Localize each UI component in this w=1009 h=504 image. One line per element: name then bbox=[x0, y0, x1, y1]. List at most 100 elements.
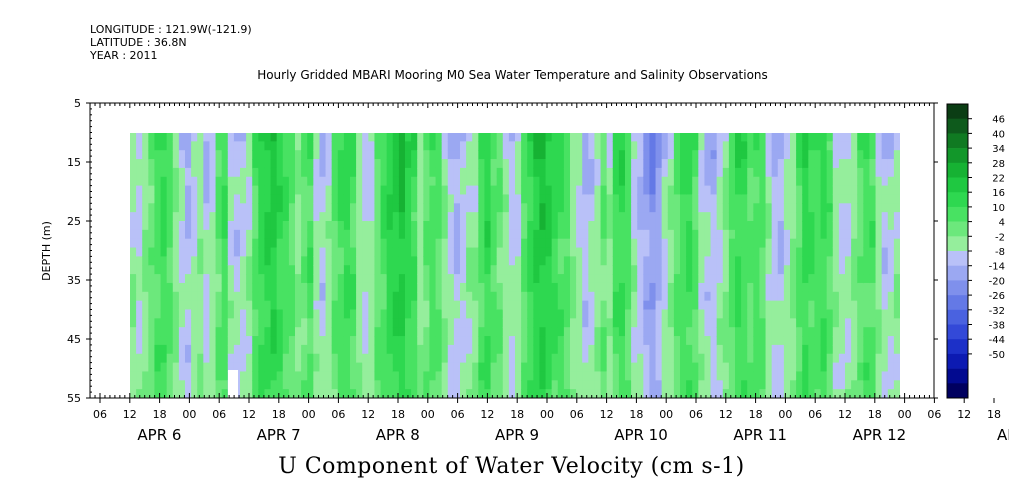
heatmap-cell bbox=[759, 167, 767, 178]
heatmap-cell bbox=[490, 300, 498, 311]
heatmap-cell bbox=[472, 344, 479, 355]
heatmap-cell bbox=[863, 353, 871, 364]
heatmap-cell bbox=[612, 150, 620, 160]
heatmap-cell bbox=[808, 380, 816, 390]
heatmap-cell bbox=[667, 159, 675, 169]
heatmap-cell bbox=[533, 300, 541, 311]
heatmap-cell bbox=[398, 176, 406, 187]
heatmap-cell bbox=[172, 265, 180, 275]
heatmap-cell bbox=[447, 291, 455, 302]
heatmap-cell bbox=[368, 247, 376, 257]
heatmap-cell bbox=[637, 300, 644, 311]
heatmap-cell bbox=[606, 362, 614, 373]
heatmap-cell bbox=[221, 150, 229, 160]
heatmap-cell bbox=[405, 371, 412, 381]
heatmap-cell bbox=[435, 185, 443, 196]
heatmap-cell bbox=[570, 185, 577, 196]
heatmap-cell bbox=[710, 389, 718, 398]
heatmap-cell bbox=[661, 256, 669, 266]
heatmap-cell bbox=[637, 238, 644, 249]
heatmap-cell bbox=[136, 221, 143, 231]
heatmap-cell bbox=[649, 380, 657, 390]
heatmap-cell bbox=[203, 336, 211, 346]
heatmap-cell bbox=[753, 212, 761, 222]
heatmap-cell bbox=[582, 362, 589, 373]
heatmap-cell bbox=[576, 353, 583, 364]
heatmap-cell bbox=[661, 336, 669, 346]
heatmap-cell bbox=[838, 176, 846, 187]
heatmap-cell bbox=[576, 274, 583, 284]
heatmap-cell bbox=[667, 167, 675, 178]
heatmap-cell bbox=[777, 212, 785, 222]
heatmap-cell bbox=[557, 203, 565, 213]
heatmap-cell bbox=[582, 238, 589, 249]
heatmap-cell bbox=[362, 221, 369, 231]
heatmap-cell bbox=[533, 256, 541, 266]
heatmap-cell bbox=[600, 327, 608, 337]
heatmap-cell bbox=[191, 247, 198, 257]
heatmap-cell bbox=[233, 318, 241, 328]
heatmap-cell bbox=[667, 336, 675, 346]
heatmap-cell bbox=[453, 256, 461, 266]
heatmap-cell bbox=[875, 212, 883, 222]
heatmap-cell bbox=[771, 203, 779, 213]
heatmap-cell bbox=[704, 300, 712, 311]
heatmap-cell bbox=[887, 300, 895, 311]
heatmap-cell bbox=[374, 229, 382, 240]
heatmap-cell bbox=[301, 185, 308, 196]
heatmap-cell bbox=[600, 309, 608, 319]
heatmap-cell bbox=[612, 176, 620, 187]
heatmap-cell bbox=[606, 291, 614, 302]
heatmap-cell bbox=[154, 274, 162, 284]
heatmap-cell bbox=[570, 265, 577, 275]
heatmap-cell bbox=[288, 336, 296, 346]
heatmap-cell bbox=[661, 229, 669, 240]
heatmap-cell bbox=[380, 309, 388, 319]
heatmap-cell bbox=[606, 309, 614, 319]
colorbar-label: -2 bbox=[995, 232, 1005, 243]
heatmap-cell bbox=[417, 344, 424, 355]
heatmap-cell bbox=[832, 300, 840, 311]
colorbar-swatch bbox=[947, 280, 968, 296]
heatmap-cell bbox=[453, 150, 461, 160]
heatmap-cell bbox=[783, 247, 791, 257]
heatmap-cell bbox=[337, 212, 345, 222]
heatmap-cell bbox=[484, 229, 492, 240]
heatmap-cell bbox=[453, 176, 461, 187]
heatmap-cell bbox=[386, 274, 394, 284]
heatmap-cell bbox=[472, 336, 479, 346]
heatmap-cell bbox=[881, 282, 889, 293]
heatmap-cell bbox=[160, 300, 168, 311]
heatmap-cell bbox=[790, 176, 797, 187]
heatmap-cell bbox=[154, 327, 162, 337]
heatmap-cell bbox=[405, 274, 412, 284]
heatmap-cell bbox=[466, 221, 473, 231]
heatmap-cell bbox=[466, 150, 473, 160]
heatmap-cell bbox=[618, 229, 626, 240]
heatmap-cell bbox=[521, 371, 528, 381]
heatmap-cell bbox=[851, 150, 858, 160]
heatmap-cell bbox=[649, 150, 657, 160]
heatmap-cell bbox=[142, 238, 149, 249]
heatmap-cell bbox=[832, 256, 840, 266]
heatmap-cell bbox=[875, 185, 883, 196]
heatmap-cell bbox=[295, 159, 302, 169]
heatmap-cell bbox=[741, 141, 748, 151]
heatmap-cell bbox=[172, 380, 180, 390]
heatmap-cell bbox=[307, 274, 314, 284]
heatmap-cell bbox=[258, 274, 266, 284]
heatmap-cell bbox=[563, 133, 571, 142]
heatmap-cell bbox=[563, 221, 571, 231]
heatmap-cell bbox=[246, 300, 253, 311]
heatmap-cell bbox=[136, 256, 143, 266]
heatmap-cell bbox=[227, 300, 235, 311]
heatmap-cell bbox=[313, 203, 321, 213]
heatmap-cell bbox=[392, 389, 400, 398]
heatmap-cell bbox=[423, 291, 431, 302]
heatmap-cell bbox=[490, 150, 498, 160]
heatmap-cell bbox=[227, 194, 235, 204]
heatmap-cell bbox=[582, 265, 589, 275]
heatmap-cell bbox=[557, 362, 565, 373]
heatmap-cell bbox=[893, 185, 900, 196]
heatmap-cell bbox=[631, 274, 638, 284]
